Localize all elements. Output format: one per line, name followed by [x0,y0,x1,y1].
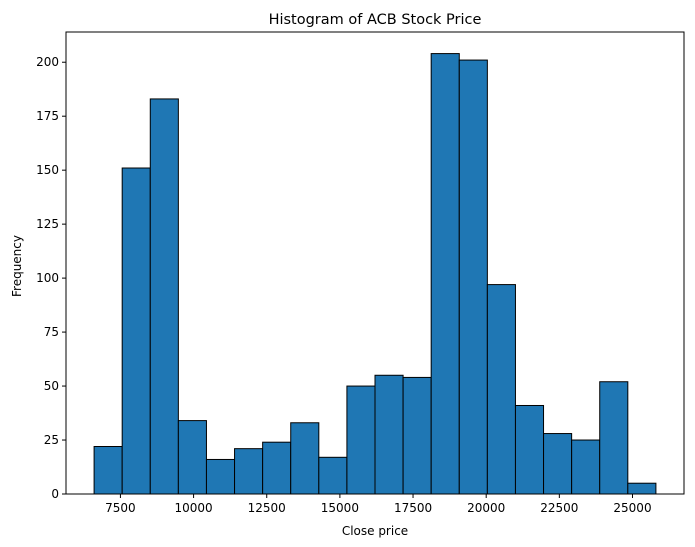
y-axis-title: Frequency [10,235,24,297]
histogram-bar [149,98,179,495]
histogram-bar [599,381,629,495]
bars-group [93,53,657,495]
x-tick-label: 17500 [394,501,432,515]
histogram-bar [318,456,348,495]
histogram-bar [571,439,601,495]
y-tick-label: 0 [51,487,59,501]
histogram-bar [346,385,376,495]
y-tick-label: 175 [36,109,59,123]
histogram-bar [121,167,151,495]
x-tick-label: 22500 [540,501,578,515]
y-tick-label: 150 [36,163,59,177]
x-tick-label: 7500 [105,501,136,515]
chart-title: Histogram of ACB Stock Price [269,12,482,28]
histogram-bar [177,420,207,495]
plot-frame [65,31,685,495]
y-tick-label: 200 [36,55,59,69]
histogram-bar [458,59,488,495]
histogram-bar [627,482,657,495]
histogram-bar [93,446,123,495]
y-tick-label: 50 [44,379,59,393]
histogram-bar [374,374,404,495]
x-tick-label: 10000 [174,501,212,515]
x-axis-title: Close price [342,524,408,538]
y-tick-label: 25 [44,433,59,447]
histogram-bar [402,376,432,495]
y-tick-label: 125 [36,217,59,231]
x-tick-label: 12500 [248,501,286,515]
histogram-bar [486,284,516,495]
histogram-bar [290,422,320,495]
y-tick-label: 75 [44,325,59,339]
x-tick-label: 20000 [467,501,505,515]
y-tick-label: 100 [36,271,59,285]
axes-group: 7500 10000 12500 15000 17500 20000 22500 25000 0… [36,31,685,515]
x-tick-label: 25000 [613,501,651,515]
histogram-bar [514,404,545,495]
histogram-bar [205,458,236,495]
x-tick-label: 15000 [321,501,359,515]
histogram-bar [262,441,292,495]
histogram-bar [430,53,460,495]
histogram-bar [543,433,573,495]
histogram-bar [234,448,264,495]
